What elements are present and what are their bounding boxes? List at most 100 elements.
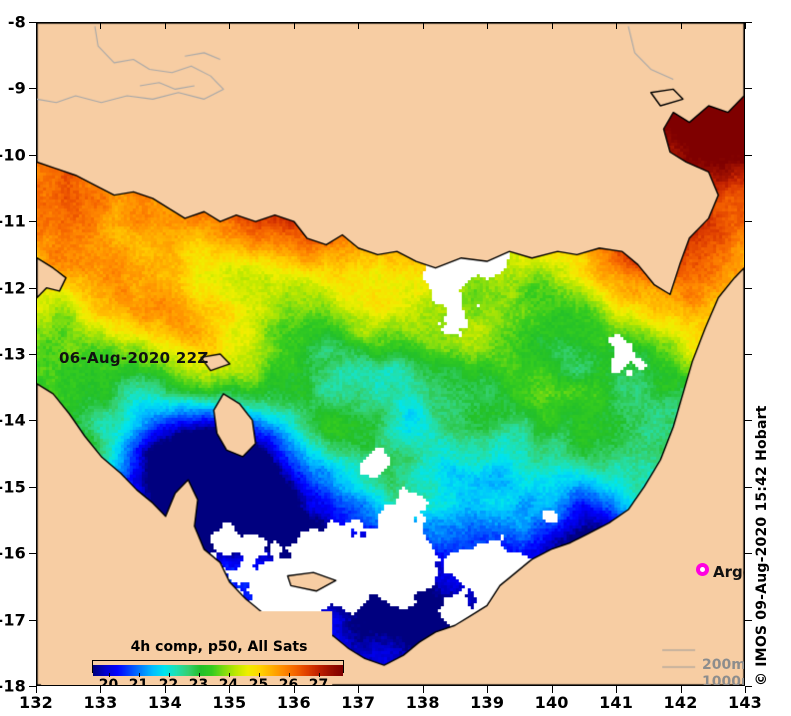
colorbar-tick-26 [288,673,290,677]
x-axis-label-142: 142 [663,693,698,712]
x-tick-142 [680,686,682,693]
y-axis-label-neg17: -17 [0,610,26,630]
x-tick-135 [229,686,231,693]
colorbar-tick-label-27: 27 [308,677,329,686]
y-tick-right--11 [745,221,752,223]
colorbar-tick-22 [168,673,170,677]
y-tick-right--8 [745,22,752,23]
y-axis-label-neg15: -15 [0,477,26,497]
colorbar-tick-23 [198,673,200,677]
colorbar-tick-label-21: 21 [128,677,149,686]
x-tick-136 [293,686,295,693]
y-tick--17 [29,619,36,621]
colorbar-tick-label-24: 24 [218,677,239,686]
colorbar-legend: 4h comp, p50, All Sats 20 21 22 23 24 25 26 27 [81,639,357,686]
y-tick--14 [29,420,36,422]
y-tick-right--12 [745,287,752,289]
x-axis-label-135: 135 [212,693,247,712]
x-tick-top-141 [616,22,618,29]
y-axis-label-neg12: -12 [0,278,26,298]
y-tick--15 [29,486,36,488]
colorbar-tick-label-20: 20 [98,677,119,686]
depth-key-1000m: 1000m [702,674,744,686]
argo-marker[interactable] [697,564,708,575]
x-tick-top-138 [422,22,424,29]
x-tick-top-140 [551,22,553,29]
y-axis-label-neg11: -11 [0,211,26,231]
x-axis-label-133: 133 [83,693,118,712]
x-axis-label-141: 141 [599,693,634,712]
x-tick-139 [487,686,489,693]
y-tick-right--17 [745,619,752,621]
x-tick-top-136 [293,22,295,29]
colorbar-tick-25 [258,673,260,677]
y-tick-right--18 [745,686,752,687]
x-axis-label-136: 136 [276,693,311,712]
colorbar-tick-24 [228,673,230,677]
x-tick-141 [616,686,618,693]
x-axis-label-138: 138 [405,693,440,712]
y-axis-label-neg8: -8 [7,12,26,32]
colorbar-tick-label-22: 22 [158,677,179,686]
x-tick-top-139 [487,22,489,29]
y-tick-right--15 [745,486,752,488]
y-axis-label-neg10: -10 [0,145,26,165]
depth-key-200m: 200m [702,657,745,673]
sst-raster-layer [37,23,744,685]
x-tick-top-142 [680,22,682,29]
x-tick-top-143 [745,22,746,29]
y-tick--12 [29,287,36,289]
map-plot-area[interactable]: 06-Aug-2020 22Z Argo 200m 1000m 4h comp,… [36,22,745,686]
x-tick-132 [36,686,37,693]
y-tick--18 [29,686,36,687]
x-tick-133 [100,686,102,693]
colorbar-tick-label-26: 26 [278,677,299,686]
colorbar-tick-27 [318,673,320,677]
depth-contour-key: 200m 1000m [702,657,745,686]
colorbar-gradient [92,660,344,676]
colorbar-tick-21 [138,673,140,677]
x-tick-134 [164,686,166,693]
x-tick-top-132 [36,22,37,29]
y-tick--10 [29,154,36,156]
x-tick-top-137 [358,22,360,29]
date-stamp: 06-Aug-2020 22Z [59,349,209,367]
x-axis-label-134: 134 [147,693,182,712]
y-axis-label-neg16: -16 [0,543,26,563]
y-axis-label-neg14: -14 [0,410,26,430]
colorbar-title: 4h comp, p50, All Sats [130,639,308,655]
y-tick--16 [29,553,36,555]
x-axis-label-140: 140 [534,693,569,712]
x-axis-label-137: 137 [341,693,376,712]
y-axis-label-neg18: -18 [0,676,26,696]
y-axis-label-neg9: -9 [7,78,26,98]
argo-marker-core [700,567,705,572]
y-tick-right--9 [745,88,752,90]
x-tick-137 [358,686,360,693]
y-tick--11 [29,221,36,223]
y-tick--13 [29,354,36,355]
y-tick-right--16 [745,553,752,555]
x-tick-top-134 [164,22,166,29]
x-tick-143 [745,686,746,693]
argo-label: Argo [713,563,744,581]
colorbar-tick-20 [108,673,110,677]
x-axis-label-143: 143 [728,693,762,712]
y-tick-right--13 [745,354,752,355]
x-tick-138 [422,686,424,693]
colorbar-tick-label-23: 23 [188,677,209,686]
colorbar-tick-label-25: 25 [248,677,269,686]
y-tick-right--10 [745,154,752,156]
y-tick--9 [29,88,36,90]
x-tick-140 [551,686,553,693]
colorbar-canvas [93,665,343,676]
y-tick-right--14 [745,420,752,422]
y-tick--8 [29,22,36,23]
x-axis-label-132: 132 [19,693,53,712]
copyright-credit: © IMOS 09-Aug-2020 15:42 Hobart [754,405,770,686]
x-tick-top-133 [100,22,102,29]
x-tick-top-135 [229,22,231,29]
x-axis-label-139: 139 [470,693,505,712]
y-axis-label-neg13: -13 [0,344,26,364]
